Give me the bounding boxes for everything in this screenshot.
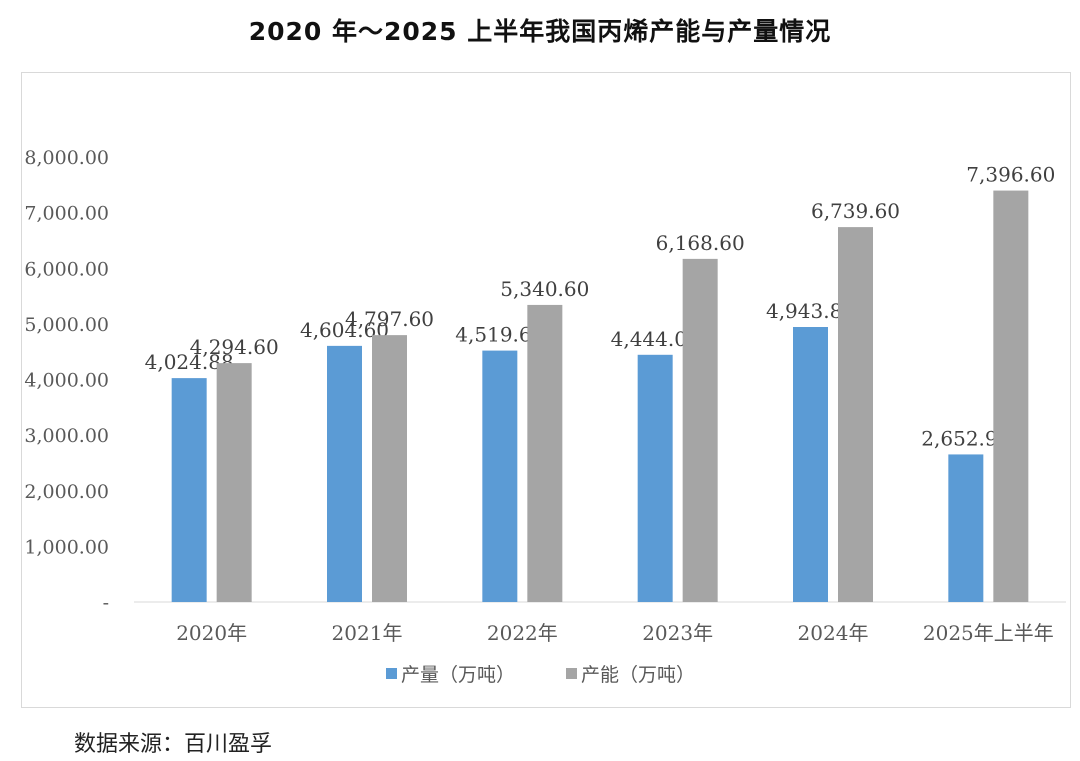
bar-chart: - 1,000.00 2,000.00 3,000.00 4,000.00 5,000.0… [24,147,1066,686]
y-tick-label: 6,000.00 [24,258,109,280]
legend-swatch-production [386,668,397,679]
y-tick-label: 2,000.00 [24,481,109,503]
capacity-bar [527,304,563,602]
x-tick-label: 2023年 [642,621,713,645]
y-tick-label: - [103,592,109,614]
y-tick-label: 7,000.00 [24,203,109,225]
legend-label-capacity: 产能（万吨） [581,664,695,686]
capacity-bar [372,335,407,602]
capacity-bar [216,363,252,602]
capacity-data-label: 4,797.60 [345,307,434,331]
chart-title: 2020 年～2025 上半年我国丙烯产能与产量情况 [248,17,832,46]
production-bar [171,378,207,602]
x-tick-label: 2025年上半年 [923,621,1054,645]
capacity-bar [838,227,873,603]
chart-frame: - 1,000.00 2,000.00 3,000.00 4,000.00 5,000.0… [21,72,1071,708]
x-tick-label: 2024年 [798,621,869,645]
capacity-data-label: 6,168.60 [656,231,745,255]
y-tick-label: 5,000.00 [24,314,109,336]
legend-swatch-capacity [566,668,577,679]
data-source-note: 数据来源：百川盈孚 [74,732,273,757]
capacity-data-label: 6,739.60 [811,199,900,223]
production-bar [948,454,984,602]
legend-label-production: 产量（万吨） [401,664,515,686]
y-tick-label: 4,000.00 [24,370,109,392]
production-bar [327,345,362,602]
production-bar [482,350,518,602]
capacity-data-label: 4,294.60 [190,335,279,359]
y-tick-label: 1,000.00 [24,536,109,558]
x-tick-label: 2020年 [176,621,247,645]
capacity-bar [682,258,718,602]
capacity-bar [993,190,1029,602]
production-bar [637,354,673,602]
x-tick-label: 2022年 [487,621,558,645]
y-tick-label: 8,000.00 [24,147,109,169]
capacity-data-label: 5,340.60 [500,277,589,301]
production-bar [793,327,828,602]
y-tick-label: 3,000.00 [24,425,109,447]
capacity-data-label: 7,396.60 [966,163,1055,187]
x-tick-label: 2021年 [332,621,403,645]
